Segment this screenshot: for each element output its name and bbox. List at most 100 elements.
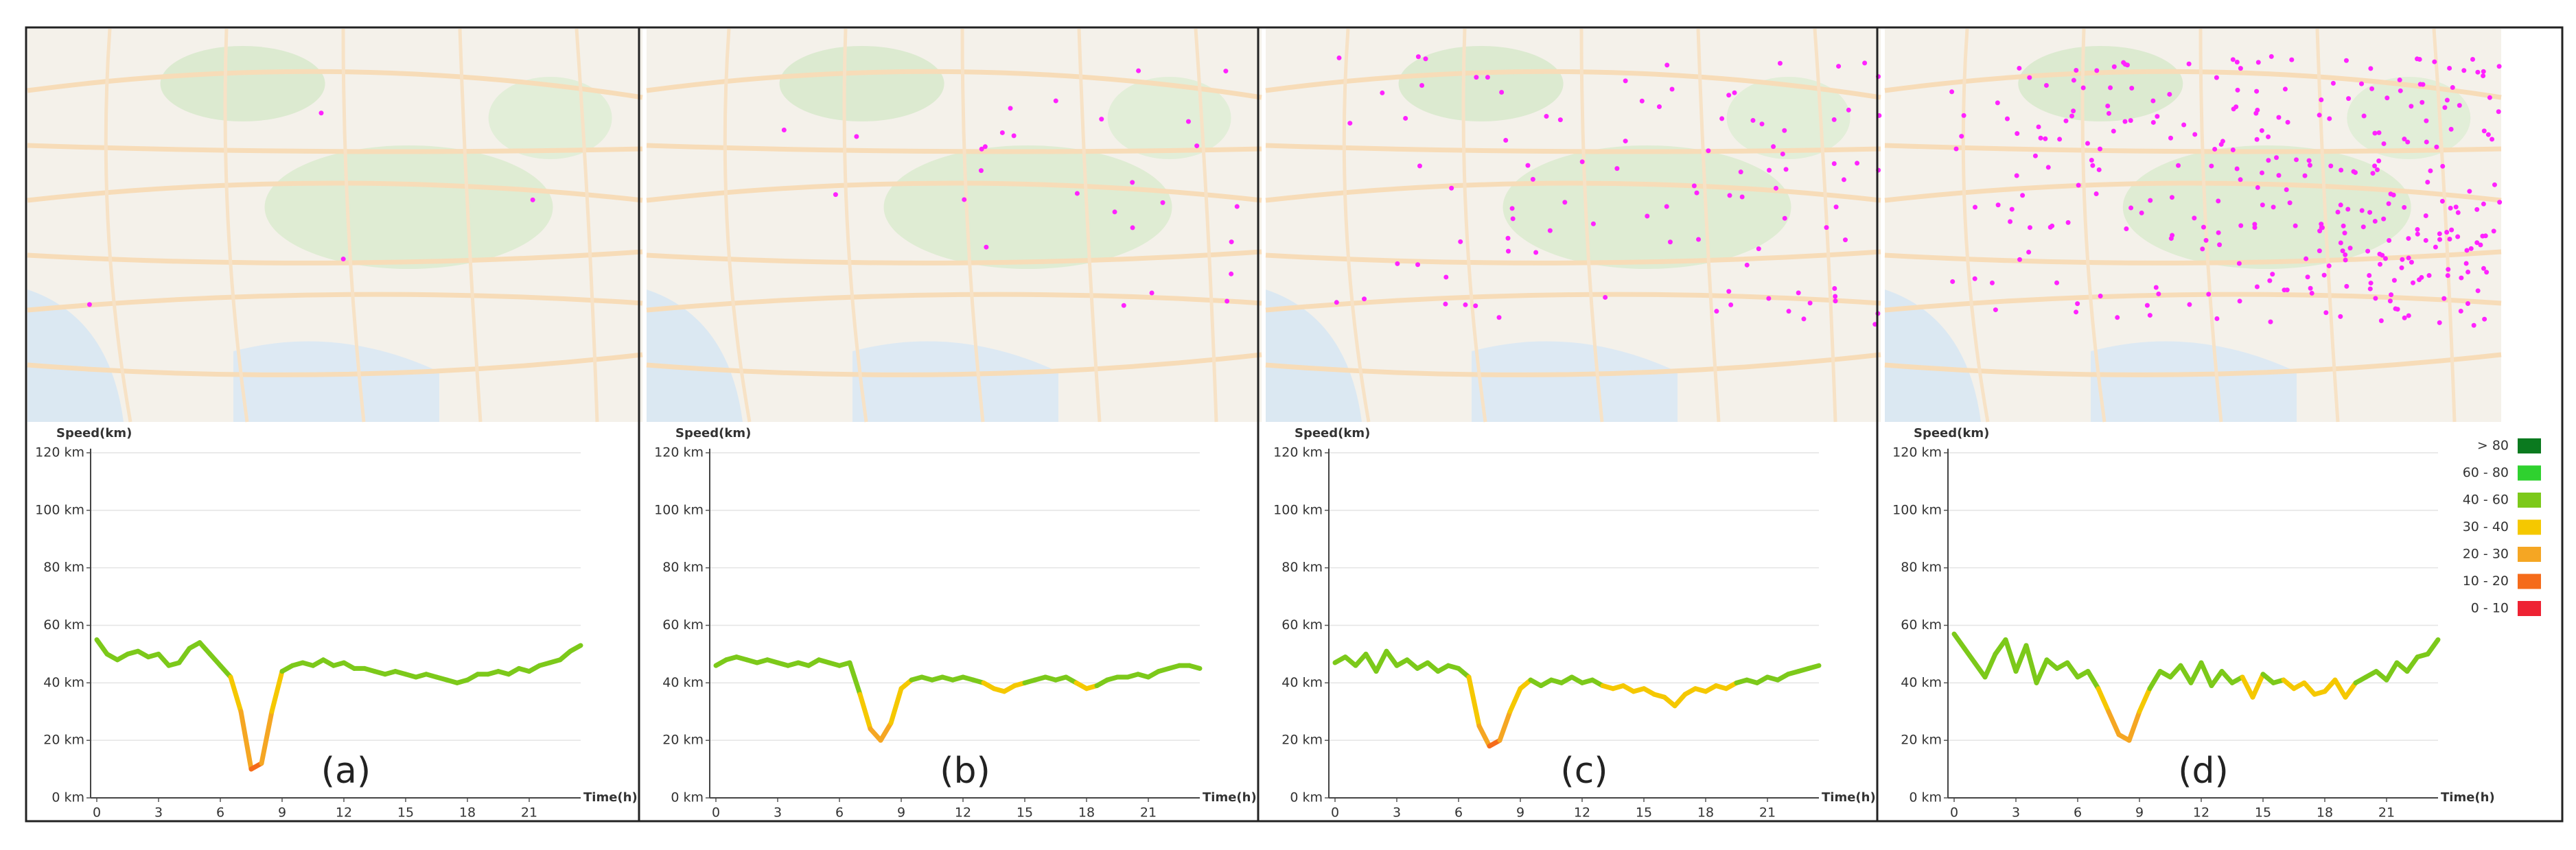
map-incident <box>2153 285 2159 290</box>
map-incident <box>2268 319 2273 324</box>
y-tick-label: 120 km <box>1892 445 1942 460</box>
map-incident <box>1505 235 1511 241</box>
map-incident <box>2391 192 2396 198</box>
map-incident <box>2335 209 2341 215</box>
map-incident <box>2090 163 2096 168</box>
map-incident <box>2376 158 2382 163</box>
y-tick-label: 0 km <box>1290 790 1323 805</box>
map-incident <box>2121 60 2126 65</box>
y-tick-label: 80 km <box>1901 560 1942 575</box>
map-incident <box>2463 261 2469 266</box>
map-incident <box>2156 291 2161 296</box>
map-incident <box>2326 263 2332 269</box>
map-incident <box>2069 113 2075 119</box>
y-tick-label: 40 km <box>1901 675 1942 690</box>
map-incident <box>2148 198 2153 203</box>
map-incident <box>962 197 967 202</box>
speed-segment <box>207 651 223 668</box>
y-tick-label: 40 km <box>1281 675 1323 690</box>
map-road <box>27 352 643 377</box>
map-road <box>2198 28 2223 423</box>
map-incident <box>1759 121 1765 127</box>
map-incident <box>2339 167 2344 173</box>
map-incident <box>1419 83 1425 88</box>
panel-caption: (b) <box>940 751 990 792</box>
map-incident <box>1833 298 1838 304</box>
speed-segment <box>1373 648 1389 674</box>
map-road <box>1265 249 1881 265</box>
map-incident <box>2372 163 2378 169</box>
map-incident <box>2341 223 2346 228</box>
x-tick-label: 9 <box>897 805 905 821</box>
speed-segment <box>1962 646 1977 665</box>
map-incident <box>2094 68 2100 73</box>
x-tick-label: 3 <box>2012 805 2020 821</box>
map-incident <box>2217 242 2223 248</box>
map-incident <box>2453 204 2459 210</box>
map-incident <box>2255 60 2261 65</box>
map-incident <box>1831 161 1837 167</box>
map-incident <box>2139 210 2144 215</box>
y-tick-label: 100 km <box>654 502 704 517</box>
map-incident <box>2487 95 2492 100</box>
map-incident <box>1777 60 1783 66</box>
y-tick-label: 60 km <box>1281 617 1323 633</box>
legend-label: 20 - 30 <box>2463 547 2509 562</box>
map-incident <box>1509 206 1515 211</box>
x-tick-label: 3 <box>774 805 782 821</box>
speed-segment <box>2425 637 2441 657</box>
map-incident <box>2017 65 2022 71</box>
speed-segment <box>2137 686 2153 714</box>
map-incident <box>2428 168 2433 174</box>
map-incident <box>2448 205 2453 211</box>
map-incident <box>1557 117 1563 123</box>
x-axis-label: Time(h) <box>1203 790 1257 805</box>
map-incident <box>2496 64 2502 69</box>
map-incident <box>1334 300 1339 305</box>
map-incident <box>2491 228 2496 234</box>
map-incident <box>2478 242 2483 248</box>
map-incident <box>2203 237 2209 243</box>
panel-caption: (c) <box>1560 751 1608 792</box>
map-incident <box>1011 133 1017 139</box>
map-incident <box>1833 204 1839 210</box>
map-incident <box>1525 163 1531 168</box>
map-incident <box>1562 200 1568 205</box>
map-incident <box>1728 302 1734 307</box>
map-incident <box>2482 316 2487 322</box>
y-axis-label: Speed(km) <box>1914 426 1989 440</box>
map-incident <box>2459 275 2464 281</box>
map-incident <box>1961 113 1966 118</box>
speed-segment <box>2188 660 2204 685</box>
map-incident <box>2406 255 2411 261</box>
map-incident <box>1832 286 1837 292</box>
map-incident <box>2057 137 2063 142</box>
map-incident <box>2321 272 2327 278</box>
map-incident <box>2393 306 2398 311</box>
map-incident <box>2054 280 2060 285</box>
map-incident <box>2360 224 2366 230</box>
map-road <box>27 292 643 313</box>
x-tick-label: 18 <box>459 805 476 821</box>
map-incident <box>2376 130 2382 135</box>
speed-segment <box>1507 686 1523 714</box>
map-incident <box>2307 163 2312 168</box>
map-incident <box>1463 302 1468 307</box>
map-water <box>1266 290 1362 422</box>
map-road <box>1884 352 2502 377</box>
map-road <box>1884 180 2502 203</box>
legend-swatch <box>2518 519 2541 535</box>
map-incident <box>2170 233 2175 238</box>
map-incident <box>1995 202 2001 208</box>
map-incident <box>2471 322 2476 328</box>
map-incident <box>2450 85 2455 91</box>
map-road <box>223 28 249 423</box>
map-incident <box>1623 78 1628 84</box>
map-incident <box>1136 68 1141 73</box>
map-incident <box>1993 307 1998 313</box>
map-incident <box>2338 240 2343 246</box>
map-incident <box>2267 278 2273 283</box>
map-incident <box>2238 177 2243 182</box>
map-incident <box>2338 314 2343 319</box>
map-incident <box>1053 98 1058 104</box>
